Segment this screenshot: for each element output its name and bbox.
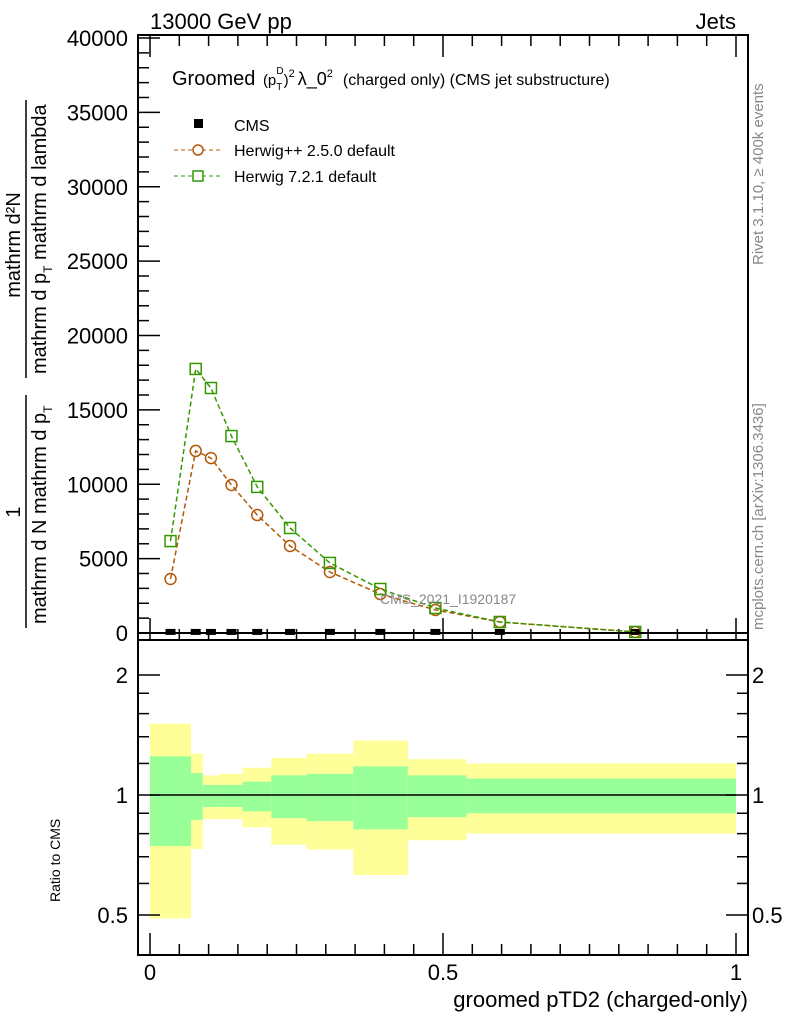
ratio-inner-band (306, 773, 354, 822)
ratio-inner-band (191, 773, 203, 820)
herwig7-point (323, 556, 337, 570)
y-label-frac2-num: mathrm d²N (3, 192, 25, 298)
herwig7-point (204, 381, 218, 395)
ratio-y-label: Ratio to CMS (47, 819, 63, 902)
legend-herwig7-label: Herwig 7.2.1 default (234, 169, 377, 186)
herwigpp-point (164, 572, 177, 586)
herwig7-point (250, 480, 264, 494)
ratio-inner-band (271, 775, 307, 819)
ratio-inner-band (219, 784, 243, 808)
mcplots-label: mcplots.cern.ch [arXiv:1306.3436] (750, 403, 767, 630)
main-y-axis: 0 5000 10000 15000 20000 25000 30000 35000 40000 (67, 26, 737, 955)
ratio-y-tick-label-right: 0.5 (752, 903, 783, 928)
ratio-y-tick-label: 0.5 (97, 903, 128, 928)
ratio-y-tick-label-right: 2 (752, 663, 764, 688)
legend-herwig7-marker (192, 170, 204, 182)
y-tick-label: 30000 (67, 175, 128, 200)
legend: CMS Herwig++ 2.5.0 default Herwig 7.2.1 … (174, 118, 396, 186)
cms-point (190, 628, 201, 635)
cms-point (226, 628, 237, 635)
ratio-inner-band (407, 775, 467, 818)
herwigpp-point (283, 539, 297, 553)
y-tick-label: 10000 (67, 472, 128, 497)
y-tick-label: 40000 (67, 26, 128, 51)
herwig7-line (169, 367, 636, 633)
ratio-frame (137, 639, 749, 956)
cms-point (205, 628, 216, 635)
y-label-frac1-num: 1 (3, 506, 25, 517)
herwigpp-point (225, 478, 238, 492)
ratio-y-tick-label-right: 1 (752, 783, 764, 808)
cms-point (375, 628, 386, 635)
main-series (164, 362, 642, 639)
herwig7-point (493, 615, 507, 629)
herwig7-point (189, 362, 202, 376)
legend-cms-label: CMS (234, 118, 270, 135)
herwig7-point (374, 582, 387, 596)
ratio-y-tick-label: 1 (116, 783, 128, 808)
y-tick-label: 5000 (79, 547, 128, 572)
cms-point (324, 628, 335, 635)
plot-title: Groomed (pTD)2 λ_02 (charged only) (CMS je… (172, 66, 610, 93)
ratio-inner-band (353, 766, 408, 830)
legend-cms-marker (194, 119, 203, 128)
herwigpp-line (169, 449, 636, 633)
herwig7-point (164, 534, 177, 548)
y-tick-label: 20000 (67, 324, 128, 349)
cms-point (285, 628, 296, 635)
ratio-inner-band (202, 784, 220, 808)
x-tick-label: 1 (730, 960, 742, 985)
herwig7-point (225, 429, 238, 443)
ratio-bands (150, 723, 736, 919)
rivet-label: Rivet 3.1.10, ≥ 400k events (750, 83, 767, 265)
ratio-inner-band (150, 756, 192, 846)
ratio-y-tick-label: 2 (116, 663, 128, 688)
y-tick-label: 0 (116, 621, 128, 646)
y-label-frac2-den: mathrm d pT mathrm d lambda (29, 103, 55, 374)
herwig7-point (628, 625, 642, 639)
cms-point (252, 628, 263, 635)
legend-herwigpp-label: Herwig++ 2.5.0 default (234, 143, 396, 160)
x-tick-label: 0 (144, 960, 156, 985)
herwigpp-point (323, 565, 337, 579)
y-tick-label: 35000 (67, 100, 128, 125)
ratio-inner-band (242, 781, 272, 812)
header-right: Jets (696, 9, 736, 34)
herwigpp-point (250, 508, 264, 522)
y-tick-label: 15000 (67, 398, 128, 423)
main-frame (137, 34, 749, 641)
cms-point (494, 628, 505, 635)
herwig7-point (283, 521, 297, 535)
y-tick-label: 25000 (67, 249, 128, 274)
ratio-inner-band (466, 778, 736, 814)
x-axis-label: groomed pTD2 (charged-only) (453, 987, 748, 1012)
x-tick-label: 0.5 (428, 960, 459, 985)
cms-point (430, 628, 441, 635)
ratio-axes: 0.5 0.5 1 1 2 2 0 0.5 1 (97, 663, 782, 985)
y-axis-label: 1 mathrm d N mathrm d pT mathrm d²N math… (3, 100, 55, 628)
header-left: 13000 GeV pp (150, 9, 292, 34)
legend-herwigpp-marker (192, 144, 204, 156)
herwigpp-point (204, 451, 218, 465)
cms-point (165, 628, 176, 635)
herwigpp-point (189, 444, 202, 458)
herwig7-point (429, 601, 442, 615)
watermark: CMS_2021_I1920187 (380, 591, 516, 607)
y-label-frac1-den: mathrm d N mathrm d pT (29, 405, 55, 624)
